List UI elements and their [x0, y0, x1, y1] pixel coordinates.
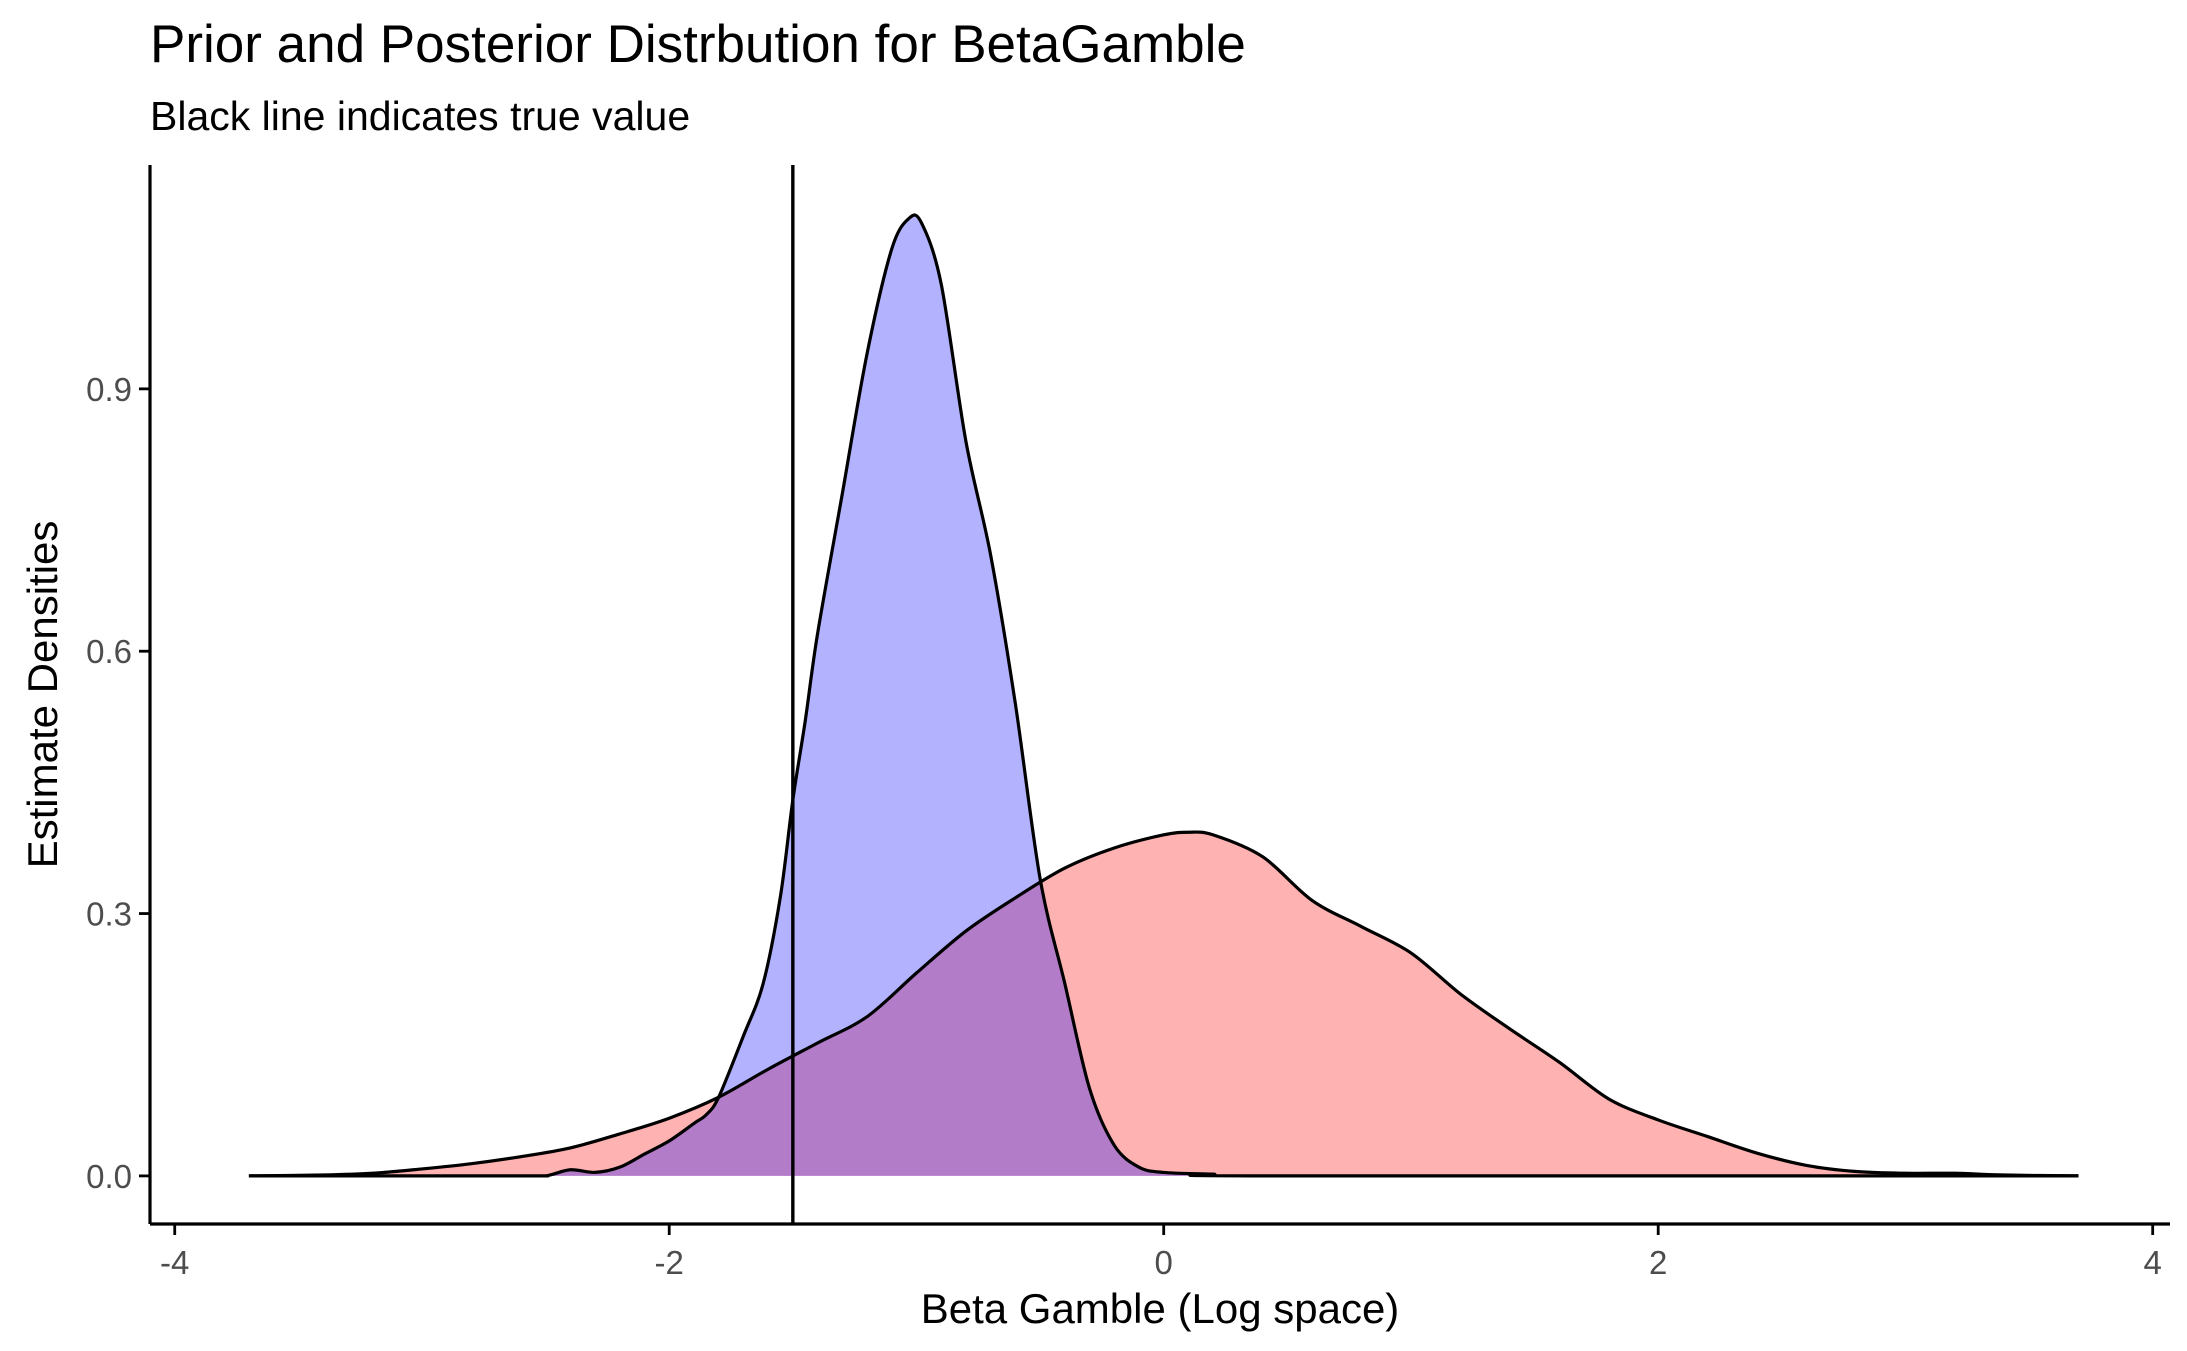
y-axis-ticks: 0.0 0.3 0.6 0.9 — [86, 371, 150, 1195]
x-tick-label: 2 — [1649, 1244, 1667, 1281]
y-tick-label: 0.9 — [86, 371, 132, 408]
x-tick-label: -2 — [655, 1244, 684, 1281]
density-line-2 — [248, 213, 2079, 1178]
y-tick-label: 0.6 — [86, 633, 132, 670]
density-outline-layer — [248, 213, 2079, 1178]
x-tick-label: 4 — [2144, 1244, 2162, 1281]
density-series-layer — [248, 214, 2079, 1176]
x-tick-label: 0 — [1155, 1244, 1173, 1281]
axes — [148, 165, 2170, 1226]
chart-title: Prior and Posterior Distrbution for Beta… — [150, 15, 1246, 74]
x-tick-label: -4 — [160, 1244, 189, 1281]
x-axis-ticks: -4 -2 0 2 4 — [160, 1224, 2162, 1281]
chart-subtitle: Black line indicates true value — [150, 93, 690, 139]
density-line-1 — [248, 830, 2079, 1178]
y-tick-label: 0.3 — [86, 896, 132, 933]
density-area-1 — [248, 832, 2079, 1176]
y-tick-label: 0.0 — [86, 1158, 132, 1195]
x-axis-title: Beta Gamble (Log space) — [921, 1285, 1400, 1332]
y-axis-title: Estimate Densities — [19, 521, 66, 869]
